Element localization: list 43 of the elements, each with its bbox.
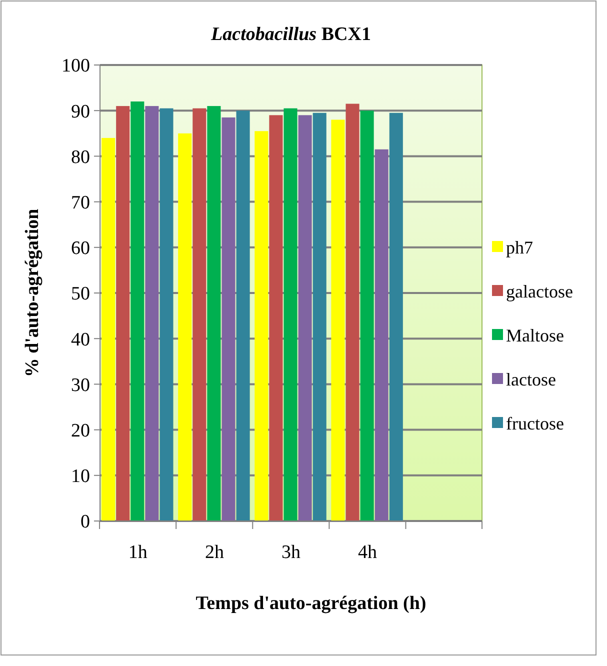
- y-axis-title: % d'auto-agrégation: [22, 208, 43, 378]
- y-tick-label: 60: [71, 238, 90, 260]
- bar: [254, 131, 268, 521]
- bar: [389, 112, 403, 521]
- x-tick-label: 4h: [358, 542, 378, 563]
- bar: [331, 120, 345, 521]
- y-tick-label: 80: [71, 146, 90, 168]
- bar: [222, 117, 236, 521]
- legend-label: lactose: [506, 369, 556, 390]
- x-axis-title: Temps d'auto-agrégation (h): [196, 593, 426, 614]
- bar: [284, 108, 298, 521]
- y-tick-label: 40: [71, 329, 90, 350]
- legend-label: galactose: [506, 281, 573, 302]
- bar: [160, 108, 174, 521]
- bar: [130, 101, 144, 521]
- x-tick-label: 2h: [204, 542, 224, 563]
- bar: [207, 106, 221, 521]
- legend-label: Maltose: [506, 325, 564, 346]
- bar: [374, 149, 388, 521]
- y-tick-label: 10: [71, 466, 90, 488]
- bar: [346, 104, 360, 521]
- bar: [360, 110, 374, 521]
- legend-label: fructose: [506, 413, 564, 434]
- y-tick-label: 20: [71, 420, 90, 442]
- chart-title: Lactobacillus BCX1: [210, 24, 371, 45]
- y-tick-label: 0: [80, 512, 90, 533]
- y-tick-label: 90: [71, 101, 90, 122]
- bar: [312, 112, 326, 521]
- y-tick-label: 50: [71, 284, 90, 305]
- bar: [236, 110, 250, 521]
- x-tick-label: 1h: [128, 542, 148, 563]
- bar: [145, 106, 159, 521]
- bar: [269, 115, 283, 521]
- y-tick-label: 70: [71, 192, 90, 214]
- bar: [192, 108, 206, 521]
- y-tick-label: 100: [62, 56, 90, 77]
- x-tick-label: 3h: [282, 542, 301, 563]
- bar: [102, 138, 116, 521]
- bar: [178, 133, 192, 521]
- bar: [116, 106, 130, 521]
- legend-label: ph7: [506, 237, 533, 258]
- y-tick-label: 30: [71, 374, 90, 396]
- bar: [298, 115, 312, 521]
